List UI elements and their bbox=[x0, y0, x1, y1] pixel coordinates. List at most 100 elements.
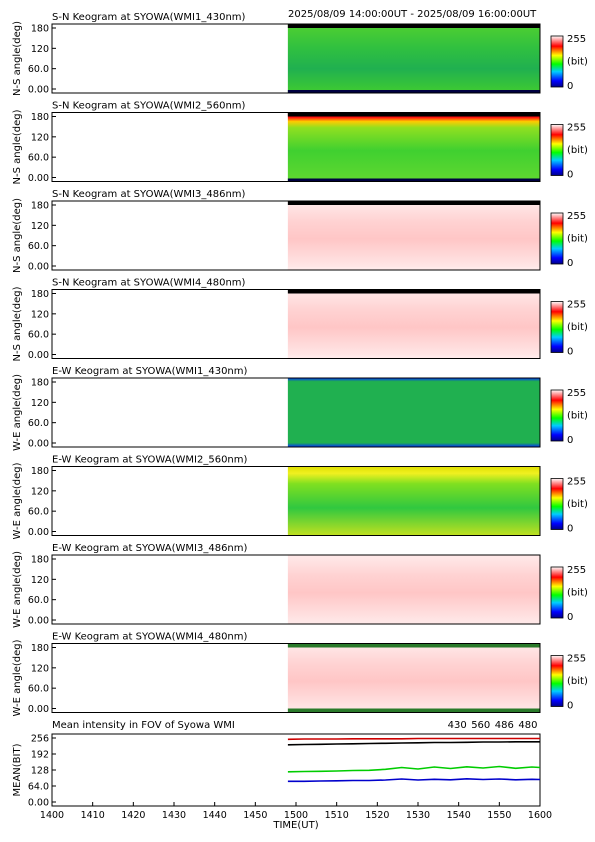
colorbar-unit-label: (bit) bbox=[567, 322, 588, 333]
y-axis-label: W-E angle(deg) bbox=[12, 639, 23, 716]
time-range-header: 2025/08/09 14:00:00UT - 2025/08/09 16:00… bbox=[288, 9, 537, 20]
y-tick-label: 0.00 bbox=[28, 616, 49, 627]
keogram-bottom-band bbox=[287, 267, 540, 270]
panel-frame bbox=[51, 112, 541, 182]
colorbar bbox=[550, 124, 564, 176]
x-tick-label: 1400 bbox=[40, 810, 64, 821]
panel-title: E-W Keogram at SYOWA(WMI1_430nm) bbox=[52, 366, 248, 377]
legend-label-430: 430 bbox=[448, 720, 467, 731]
legend-label-480: 480 bbox=[518, 720, 537, 731]
keogram-panel-4: S-N Keogram at SYOWA(WMI4_480nm)180 120 60… bbox=[12, 278, 588, 362]
y-tick-label: 0.00 bbox=[28, 262, 49, 273]
y-tick-label: 128 bbox=[31, 766, 49, 777]
y-tick-label: 60.0 bbox=[28, 507, 49, 518]
y-axis-label: W-E angle(deg) bbox=[12, 551, 23, 628]
y-tick-label: 0.00 bbox=[28, 350, 49, 361]
y-tick-label: 256 bbox=[31, 734, 49, 745]
x-axis-label: TIME(UT) bbox=[272, 820, 318, 831]
x-tick-label: 1550 bbox=[487, 810, 511, 821]
colorbar-min-label: 0 bbox=[567, 170, 573, 181]
keogram-bottom-band bbox=[287, 90, 540, 93]
y-tick-label: 120 bbox=[31, 309, 49, 320]
x-tick-label: 1500 bbox=[284, 810, 308, 821]
mean-plot-title: Mean intensity in FOV of Syowa WMI bbox=[52, 720, 235, 731]
colorbar bbox=[550, 478, 564, 530]
x-tick-label: 1520 bbox=[365, 810, 389, 821]
colorbar-max-label: 255 bbox=[567, 123, 586, 134]
panel-title: E-W Keogram at SYOWA(WMI4_480nm) bbox=[52, 632, 248, 643]
keogram-bottom-band bbox=[287, 708, 540, 713]
colorbar-unit-label: (bit) bbox=[567, 676, 588, 687]
y-tick-label: 180 bbox=[31, 24, 49, 35]
keogram-panel-3: S-N Keogram at SYOWA(WMI3_486nm)180 120 60… bbox=[12, 189, 588, 273]
colorbar bbox=[550, 301, 564, 353]
mean-plot-frame bbox=[51, 733, 541, 807]
y-tick-label: 60.0 bbox=[28, 64, 49, 75]
x-tick-label: 1600 bbox=[528, 810, 552, 821]
y-axis-label: N-S angle(deg) bbox=[12, 198, 23, 273]
y-tick-label: 120 bbox=[31, 221, 49, 232]
y-tick-label: 0.00 bbox=[28, 704, 49, 715]
colorbar-unit-label: (bit) bbox=[567, 499, 588, 510]
y-tick-label: 120 bbox=[31, 398, 49, 409]
keogram-bottom-band bbox=[287, 355, 540, 359]
y-tick-label: 64.0 bbox=[28, 782, 49, 793]
x-tick-label: 1430 bbox=[162, 810, 186, 821]
y-axis-label: N-S angle(deg) bbox=[12, 109, 23, 184]
panel-frame bbox=[51, 377, 541, 448]
keogram-panel-6: E-W Keogram at SYOWA(WMI2_560nm)180 120 60… bbox=[12, 455, 588, 540]
keogram-image bbox=[287, 555, 540, 624]
y-tick-label: 180 bbox=[31, 466, 49, 477]
y-axis-label: W-E angle(deg) bbox=[12, 462, 23, 539]
colorbar-max-label: 255 bbox=[567, 211, 586, 222]
colorbar-unit-label: (bit) bbox=[567, 234, 588, 245]
keogram-panel-1: S-N Keogram at SYOWA(WMI1_430nm)180 120 60… bbox=[12, 12, 588, 96]
x-tick-label: 1510 bbox=[325, 810, 349, 821]
y-tick-label: 120 bbox=[31, 132, 49, 143]
colorbar-max-label: 255 bbox=[567, 654, 586, 665]
keogram-image bbox=[287, 643, 540, 713]
colorbar bbox=[550, 212, 564, 265]
colorbar bbox=[550, 35, 564, 88]
panel-frame bbox=[51, 554, 541, 625]
x-tick-label: 1540 bbox=[447, 810, 471, 821]
colorbar-max-label: 255 bbox=[567, 34, 586, 45]
y-tick-label: 0.00 bbox=[28, 85, 49, 96]
y-axis-label: MEAN(BIT) bbox=[12, 743, 23, 796]
x-tick-label: 1440 bbox=[203, 810, 227, 821]
y-tick-label: 180 bbox=[31, 643, 49, 654]
legend-label-486: 486 bbox=[495, 720, 514, 731]
mean-intensity-plot: Mean intensity in FOV of Syowa WMI 480 486… bbox=[12, 720, 552, 831]
colorbar-unit-label: (bit) bbox=[567, 588, 588, 599]
colorbar-min-label: 0 bbox=[567, 524, 573, 535]
colorbar-min-label: 0 bbox=[567, 612, 573, 623]
panel-frame bbox=[51, 643, 541, 713]
y-tick-label: 60.0 bbox=[28, 684, 49, 695]
colorbar-min-label: 0 bbox=[567, 81, 573, 92]
series-line-430 bbox=[287, 777, 541, 783]
y-tick-label: 120 bbox=[31, 663, 49, 674]
keogram-top-band bbox=[287, 643, 540, 648]
panel-frame bbox=[51, 466, 541, 536]
series-line-486 bbox=[287, 737, 540, 741]
series-line-480 bbox=[287, 740, 540, 746]
x-tick-label: 1530 bbox=[406, 810, 430, 821]
y-tick-label: 60.0 bbox=[28, 241, 49, 252]
colorbar-unit-label: (bit) bbox=[567, 411, 588, 422]
x-tick-label: 1410 bbox=[81, 810, 105, 821]
y-tick-label: 180 bbox=[31, 555, 49, 566]
colorbar-min-label: 0 bbox=[567, 258, 573, 269]
panel-frame bbox=[51, 200, 541, 271]
colorbar-min-label: 0 bbox=[567, 435, 573, 446]
y-tick-label: 0.00 bbox=[28, 527, 49, 538]
y-tick-label: 120 bbox=[31, 44, 49, 55]
panel-frame bbox=[51, 289, 541, 359]
keogram-panel-5: E-W Keogram at SYOWA(WMI1_430nm)180 120 60… bbox=[12, 366, 588, 451]
x-tick-label: 1420 bbox=[121, 810, 145, 821]
keogram-panel-7: E-W Keogram at SYOWA(WMI3_486nm)180 120 60… bbox=[12, 543, 588, 628]
y-tick-label: 60.0 bbox=[28, 595, 49, 606]
colorbar-max-label: 255 bbox=[567, 300, 586, 311]
colorbar-min-label: 0 bbox=[567, 701, 573, 712]
panel-title: S-N Keogram at SYOWA(WMI4_480nm) bbox=[52, 278, 246, 289]
colorbar bbox=[550, 389, 564, 442]
